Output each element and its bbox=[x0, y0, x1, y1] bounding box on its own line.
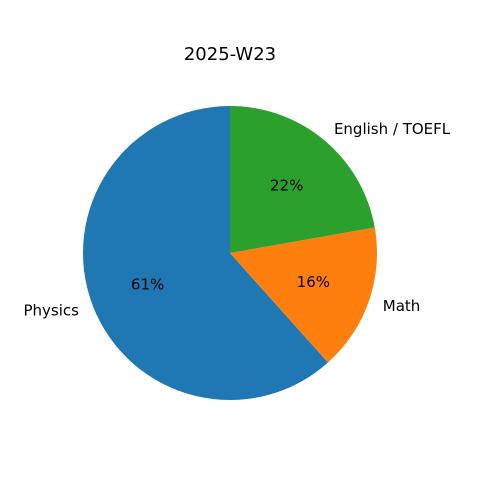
pie-pct-label: 22% bbox=[270, 176, 303, 194]
pie-slice-physics bbox=[82, 106, 329, 400]
pie-pct-label: 16% bbox=[297, 273, 330, 291]
chart-title: 2025-W23 bbox=[184, 44, 276, 65]
pie-labels: 61% Physics 16% Math 22% English / TOEFL bbox=[23, 120, 450, 320]
pie-slice-english-toefl bbox=[230, 106, 375, 253]
pie-slices bbox=[82, 106, 377, 400]
pie-slice-math bbox=[230, 227, 377, 363]
pie-pct-label: 61% bbox=[131, 275, 164, 293]
pie-category-label: Math bbox=[383, 297, 421, 315]
pie-category-label: English / TOEFL bbox=[334, 120, 451, 138]
pie-category-label: Physics bbox=[23, 302, 79, 320]
